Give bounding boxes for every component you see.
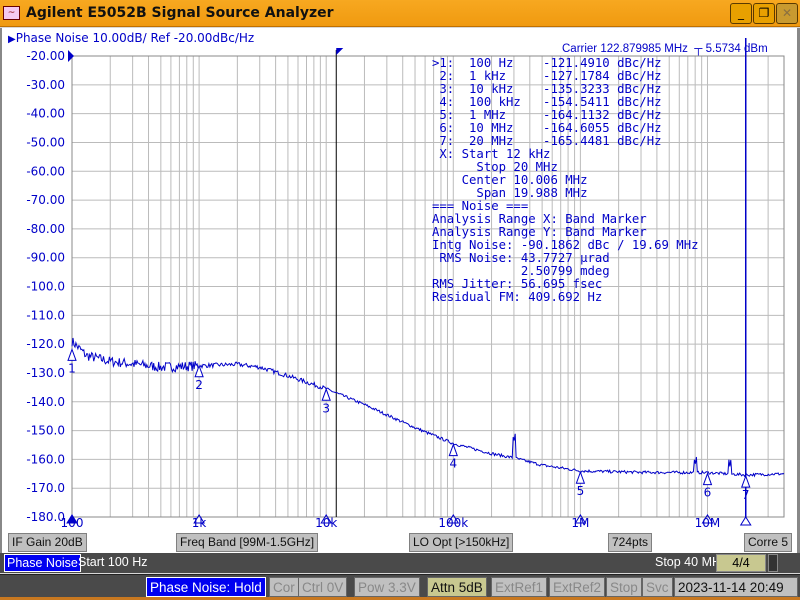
marker-readout-line: Analysis Range Y: Band Marker bbox=[432, 225, 647, 239]
phase-noise-trace bbox=[71, 337, 785, 478]
freq-band-button[interactable]: Freq Band [99M-1.5GHz] bbox=[176, 533, 319, 552]
trace-title[interactable]: ▶Phase Noise 10.00dB/ Ref -20.00dBc/Hz bbox=[8, 31, 254, 45]
marker-readout-line: 7: 20 MHz -165.4481 dBc/Hz bbox=[432, 134, 662, 148]
marker-readout-line: >1: 100 Hz -121.4910 dBc/Hz bbox=[432, 56, 662, 70]
x-marker-triangle-icon bbox=[574, 514, 587, 524]
marker-label: 5 bbox=[577, 484, 585, 498]
x-marker-triangle-icon bbox=[320, 514, 333, 524]
marker-triangle-icon bbox=[741, 474, 751, 488]
marker-label: 2 bbox=[195, 378, 203, 392]
marker-readout-line: 2.50799 mdeg bbox=[432, 264, 610, 278]
minimize-button[interactable]: _ bbox=[730, 3, 752, 24]
marker-readout-line: Stop 20 MHz bbox=[432, 160, 558, 174]
marker-readout-line: RMS Noise: 43.7727 µrad bbox=[432, 251, 610, 265]
y-tick-label: -110.0 bbox=[26, 308, 65, 322]
mode-label[interactable]: Phase Noise bbox=[4, 554, 81, 572]
attn-indicator: Attn 5dB bbox=[427, 577, 487, 597]
y-tick-label: -150.0 bbox=[26, 424, 65, 438]
start-frequency[interactable]: Start 100 Hz bbox=[78, 555, 148, 569]
extref1-indicator: ExtRef1 bbox=[491, 577, 548, 597]
marker-label: 4 bbox=[449, 457, 457, 471]
x-marker-triangle-icon bbox=[701, 514, 714, 524]
y-tick-label: -140.0 bbox=[26, 395, 65, 409]
page-indicator[interactable]: 4/4 bbox=[716, 554, 766, 572]
marker-triangle-icon bbox=[575, 470, 586, 484]
marker-triangle-icon bbox=[194, 364, 204, 378]
restore-button[interactable]: ❐ bbox=[753, 3, 775, 24]
phase-noise-chart: -20.00 -30.00 -40.00 -50.00 -60.00 -70.00 -80.… bbox=[26, 38, 785, 530]
marker-readout-line: Intg Noise: -90.1862 dBc / 19.69 MHz bbox=[432, 238, 699, 252]
title-bar: ~ Agilent E5052B Signal Source Analyzer … bbox=[0, 0, 800, 27]
y-tick-label: -70.00 bbox=[26, 193, 65, 207]
y-tick-label: -120.0 bbox=[26, 337, 65, 351]
date-time: 2023-11-14 20:49 bbox=[674, 577, 798, 597]
marker-triangle-icon bbox=[321, 387, 331, 401]
stop-frequency[interactable]: Stop 40 MHz bbox=[655, 555, 728, 569]
channel-bar: Phase Noise Start 100 Hz Stop 40 MHz 4/4 bbox=[0, 553, 800, 573]
marker-readout-line: 3: 10 kHz -135.3233 dBc/Hz bbox=[432, 82, 662, 96]
y-tick-label: -40.00 bbox=[26, 107, 65, 121]
x-marker-triangle-icon bbox=[193, 514, 205, 524]
x-marker-triangle-icon bbox=[66, 514, 78, 524]
marker-label: 3 bbox=[322, 401, 330, 415]
carrier-readout: Carrier 122.879985 MHz ┬ 5.5734 dBm bbox=[562, 43, 768, 55]
trace-title-text: Phase Noise 10.00dB/ Ref -20.00dBc/Hz bbox=[15, 31, 255, 45]
marker-readout-line: X: Start 12 kHz bbox=[432, 147, 550, 161]
ref-level-arrow-icon bbox=[68, 50, 74, 62]
y-tick-label: -130.0 bbox=[26, 366, 65, 380]
marker-triangle-icon bbox=[448, 443, 459, 457]
corre-button[interactable]: Corre 5 bbox=[744, 533, 793, 552]
trace-arrow-icon: ▶ bbox=[8, 34, 16, 45]
lo-opt-button[interactable]: LO Opt [>150kHz] bbox=[409, 533, 514, 552]
plot-panel: -20.00 -30.00 -40.00 -50.00 -60.00 -70.00 -80.… bbox=[0, 28, 800, 531]
carrier-frequency: Carrier 122.879985 MHz bbox=[562, 43, 688, 55]
carrier-power: 5.5734 dBm bbox=[705, 43, 768, 55]
window-border bbox=[0, 597, 800, 600]
marker-readout-line: 2: 1 kHz -127.1784 dBc/Hz bbox=[432, 69, 662, 83]
marker-readout-line: 5: 1 MHz -164.1132 dBc/Hz bbox=[432, 108, 662, 122]
y-tick-label: -50.00 bbox=[26, 135, 65, 149]
ctrl-indicator: Ctrl 0V bbox=[298, 577, 348, 597]
scrollbar[interactable] bbox=[768, 554, 778, 572]
marker-label: 7 bbox=[742, 488, 750, 502]
marker-readout-line: RMS Jitter: 56.695 fsec bbox=[432, 277, 602, 291]
y-tick-label: -160.0 bbox=[26, 452, 65, 466]
y-tick-label: -30.00 bbox=[26, 78, 65, 92]
band-stop-triangle-icon bbox=[739, 516, 752, 526]
y-tick-label: -170.0 bbox=[26, 481, 65, 495]
x-marker-triangle-icon bbox=[447, 514, 460, 524]
svc-indicator: Svc bbox=[642, 577, 673, 597]
marker-readout-line: Center 10.006 MHz bbox=[432, 173, 587, 187]
points-button[interactable]: 724pts bbox=[608, 533, 653, 552]
y-tick-label: -20.00 bbox=[26, 49, 65, 63]
marker-triangle-icon bbox=[702, 472, 713, 486]
extref2-indicator: ExtRef2 bbox=[549, 577, 606, 597]
marker-readout-line: Analysis Range X: Band Marker bbox=[432, 212, 647, 226]
pow-indicator: Pow 3.3V bbox=[354, 577, 420, 597]
marker-readout-line: 6: 10 MHz -164.6055 dBc/Hz bbox=[432, 121, 662, 135]
y-tick-label: -100.0 bbox=[26, 280, 65, 294]
window-title: Agilent E5052B Signal Source Analyzer bbox=[26, 5, 334, 21]
y-tick-label: -80.00 bbox=[26, 222, 65, 236]
marker-readout-line: Residual FM: 409.692 Hz bbox=[432, 290, 602, 304]
band-start-flag-icon bbox=[336, 48, 344, 55]
marker-readout-line: === Noise === bbox=[432, 199, 528, 213]
y-tick-label: -60.00 bbox=[26, 164, 65, 178]
if-gain-button[interactable]: IF Gain 20dB bbox=[8, 533, 87, 552]
stop-indicator: Stop bbox=[606, 577, 642, 597]
measurement-state: Phase Noise: Hold bbox=[146, 577, 266, 597]
marker-label: 1 bbox=[68, 361, 76, 375]
softkey-bar: IF Gain 20dB Freq Band [99M-1.5GHz] LO O… bbox=[0, 531, 800, 553]
y-tick-label: -90.00 bbox=[26, 251, 65, 265]
status-bar: Phase Noise: Hold Cor Ctrl 0V Pow 3.3V A… bbox=[0, 574, 800, 597]
marker-readout-line: Span 19.988 MHz bbox=[432, 186, 587, 200]
cor-indicator: Cor bbox=[269, 577, 299, 597]
marker-readout-line: 4: 100 kHz -154.5411 dBc/Hz bbox=[432, 95, 662, 109]
marker-triangle-icon bbox=[67, 347, 77, 361]
close-button[interactable]: ✕ bbox=[776, 3, 798, 24]
y-tick-label: -180.0 bbox=[26, 510, 65, 524]
plot-frame bbox=[71, 55, 785, 518]
app-icon: ~ bbox=[3, 6, 20, 20]
marker-label: 6 bbox=[704, 486, 712, 500]
